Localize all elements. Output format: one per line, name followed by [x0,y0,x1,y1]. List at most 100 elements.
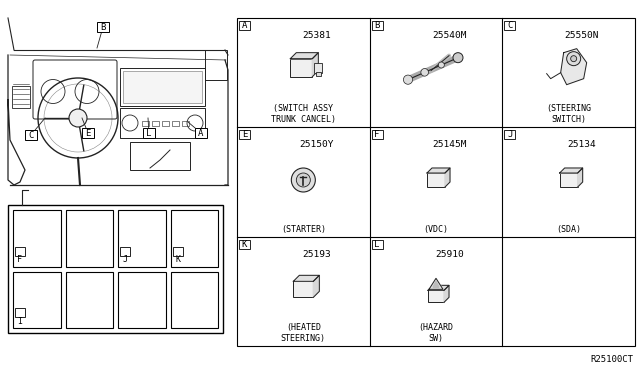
Text: 25145M: 25145M [432,140,467,149]
Text: 25134: 25134 [568,140,596,149]
Bar [205,50,227,80]
Polygon shape [312,53,318,77]
Bar [118,272,166,328]
Bar [427,173,445,187]
Bar [504,21,515,30]
Text: (SDA): (SDA) [556,225,581,234]
Bar [372,130,383,140]
Bar [372,21,383,30]
Bar [239,240,250,248]
Bar [25,130,37,140]
Bar [559,173,578,187]
Circle shape [403,75,413,84]
Text: J: J [507,130,513,140]
Text: 25910: 25910 [435,250,463,259]
Text: K: K [242,240,247,248]
Text: (VDC): (VDC) [424,225,449,234]
Polygon shape [291,53,318,59]
Circle shape [296,173,310,187]
Bar [428,290,444,302]
Circle shape [453,53,463,62]
Polygon shape [561,49,587,85]
Text: 25550N: 25550N [564,31,599,40]
Circle shape [69,109,87,127]
Bar [82,128,94,138]
Text: 25193: 25193 [302,250,331,259]
Bar [13,272,61,328]
Text: B: B [100,22,106,32]
Bar [293,281,314,297]
Polygon shape [578,168,582,187]
Bar [237,18,635,346]
Polygon shape [433,281,439,287]
Bar [118,210,166,266]
Text: J: J [122,256,127,264]
Bar [65,210,113,266]
Bar [162,121,169,126]
Bar [170,272,218,328]
Text: A: A [242,21,247,30]
Bar [15,247,25,256]
Text: F: F [374,130,380,140]
Circle shape [456,55,460,60]
Polygon shape [314,275,319,297]
Bar [120,247,130,256]
Bar [12,86,30,108]
Bar [316,72,321,76]
Bar [143,128,155,138]
Bar [130,142,190,170]
Circle shape [438,62,444,68]
Text: E: E [85,128,91,138]
Bar [8,205,223,333]
Text: (STEERING
SWITCH): (STEERING SWITCH) [546,104,591,124]
Polygon shape [444,285,449,302]
Bar [170,210,218,266]
Text: (HAZARD
SW): (HAZARD SW) [419,323,454,343]
Text: K: K [175,256,180,264]
Bar [239,21,250,30]
Bar [142,121,149,126]
Text: C: C [507,21,513,30]
Circle shape [421,68,428,76]
Text: A: A [198,128,204,138]
Text: B: B [374,21,380,30]
Text: 25381: 25381 [302,31,331,40]
Bar [65,272,113,328]
Bar [291,59,312,77]
Text: 25540M: 25540M [432,31,467,40]
Bar [97,22,109,32]
Text: 25150Y: 25150Y [300,140,334,149]
Bar [372,240,383,248]
Text: F: F [17,256,22,264]
Polygon shape [559,168,582,173]
Polygon shape [445,168,450,187]
Text: L: L [147,128,152,138]
Polygon shape [427,168,450,173]
Text: E: E [242,130,247,140]
Bar [15,308,25,317]
Circle shape [566,52,580,66]
Circle shape [291,168,316,192]
Bar [182,121,189,126]
Text: (HEATED
STEERING): (HEATED STEERING) [281,323,326,343]
Bar [120,68,205,106]
Polygon shape [293,275,319,281]
Bar [504,130,515,140]
Polygon shape [429,278,443,289]
Bar [314,62,323,73]
Bar [152,121,159,126]
Text: L: L [374,240,380,248]
Text: (STARTER): (STARTER) [281,225,326,234]
Bar [123,71,202,103]
Circle shape [571,56,577,62]
Text: (SWITCH ASSY
TRUNK CANCEL): (SWITCH ASSY TRUNK CANCEL) [271,104,336,124]
Polygon shape [428,285,449,290]
Bar [120,108,205,138]
Bar [173,247,182,256]
Bar [195,128,207,138]
Text: I: I [17,317,22,326]
Bar [172,121,179,126]
Text: C: C [28,131,34,140]
Bar [13,210,61,266]
Bar [239,130,250,140]
